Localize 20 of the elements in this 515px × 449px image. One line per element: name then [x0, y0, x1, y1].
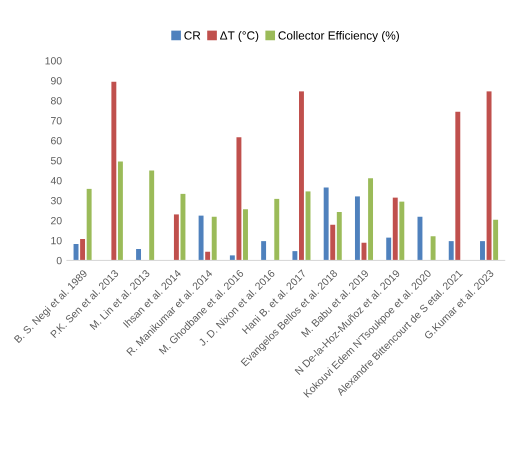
y-tick-label: 70: [51, 117, 62, 124]
y-tick-label: 40: [50, 177, 62, 184]
y-tick-label: 60: [51, 137, 62, 144]
bar: [430, 235, 436, 260]
y-tick-label: 50: [50, 157, 62, 164]
y-tick-label: 90: [50, 77, 62, 84]
legend-label: ΔT (°C): [220, 30, 258, 42]
y-tick-label: 10: [51, 236, 62, 244]
y-tick-label: 20: [51, 216, 62, 224]
bar: [148, 170, 155, 260]
legend-label: Collector Efficiency (%): [278, 30, 399, 42]
y-tick-label: 0: [56, 256, 62, 264]
bar: [260, 240, 267, 260]
y-tick-label: 80: [50, 97, 62, 104]
y-tick-label: 100: [46, 57, 62, 64]
bar: [135, 248, 142, 260]
legend-label: CR: [184, 31, 200, 40]
bar: [416, 216, 424, 260]
bar: [274, 198, 280, 260]
y-tick-label: 30: [50, 196, 62, 204]
